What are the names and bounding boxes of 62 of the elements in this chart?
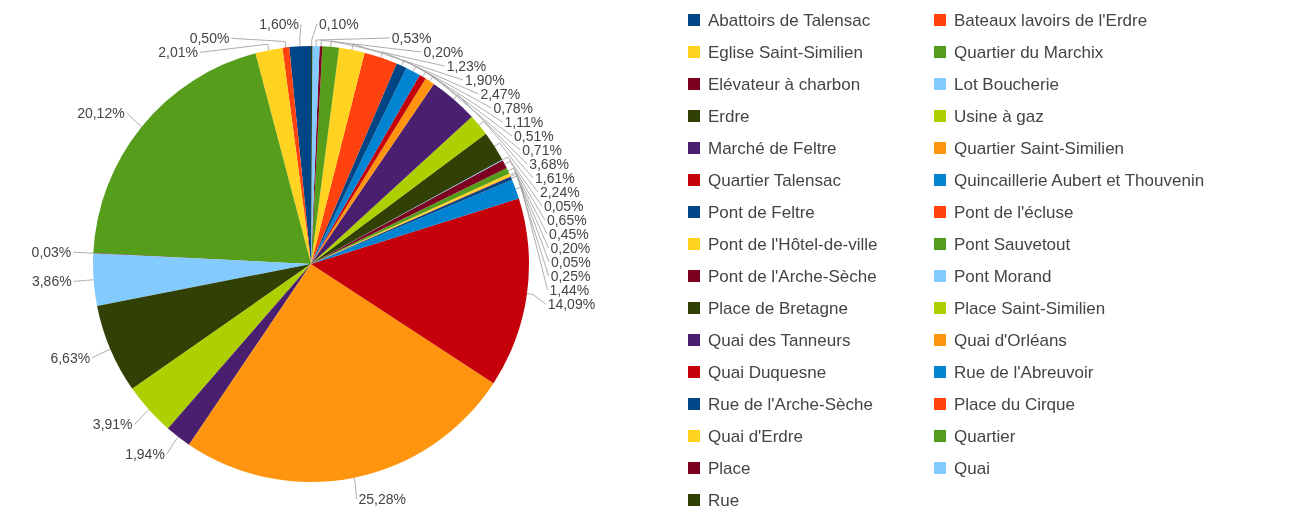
data-label: 6,63% [50,349,91,366]
legend-label: Place du Cirque [954,395,1075,414]
data-label: 1,11% [504,114,544,130]
data-label: 0,05% [543,198,584,214]
data-label: 0,10% [319,16,359,32]
data-label: 0,65% [546,212,587,228]
legend-label: Usine à gaz [954,107,1044,126]
legend-label: Rue de l'Abreuvoir [954,363,1094,382]
data-label: 0,71% [522,142,562,158]
data-label: 1,60% [259,16,299,33]
legend-label: Quai d'Erdre [708,427,803,446]
legend-label: Quai [954,459,990,478]
legend-label: Marché de Feltre [708,139,837,158]
data-label: 3,86% [31,273,72,290]
data-label: 2,01% [158,44,198,61]
data-label: 2,47% [480,86,521,102]
legend-label: Pont de l'Arche-Sèche [708,267,877,286]
data-label: 1,61% [535,170,575,186]
data-label: 20,12% [77,104,125,121]
legend-label: Erdre [708,107,750,126]
legend-label: Elévateur à charbon [708,75,861,94]
data-label: 3,68% [529,156,569,172]
data-label: 0,51% [514,128,554,144]
legend-label: Place [708,459,751,478]
legend-label: Quartier Saint-Similien [954,139,1125,158]
data-label: 3,91% [92,416,133,433]
legend-label: Rue [708,491,740,510]
legend-label: Eglise Saint-Similien [708,43,863,62]
data-label: 1,90% [465,72,505,88]
legend-label: Abattoirs de Talensac [708,11,871,30]
data-label: 14,09% [547,296,596,312]
legend-label: Lot Boucherie [954,75,1059,94]
data-label: 0,78% [493,100,534,116]
legend-label: Quartier Talensac [708,171,842,190]
data-label: 1,44% [549,282,590,298]
legend-label: Place de Bretagne [708,299,848,318]
data-label: 0,50% [189,30,230,47]
legend-label: Quai Duquesne [708,363,827,382]
data-label: 1,23% [446,58,487,74]
legend-label: Quai d'Orléans [954,331,1067,350]
legend-label: Quincaillerie Aubert et Thouvenin [954,171,1205,190]
data-label: 0,20% [423,44,464,60]
data-label: 1,94% [125,446,165,463]
data-label: 0,45% [549,226,589,242]
legend-label: Bateaux lavoirs de l'Erdre [954,11,1148,30]
data-label: 0,05% [550,254,591,270]
data-label: 0,03% [31,244,72,261]
legend-label: Rue de l'Arche-Sèche [708,395,873,414]
legend-label: Quai des Tanneurs [708,331,851,350]
data-label: 0,20% [550,240,591,256]
legend-label: Pont de Feltre [708,203,815,222]
data-label: 25,28% [358,491,406,508]
legend-label: Pont de l'écluse [954,203,1074,222]
legend-label: Pont de l'Hôtel-de-ville [708,235,878,254]
data-label: 0,53% [391,30,432,46]
legend-label: Place Saint-Similien [954,299,1106,318]
data-label: 2,24% [539,184,580,200]
legend-label: Pont Morand [954,267,1052,286]
legend-label: Quartier du Marchix [954,43,1104,62]
legend-label: Quartier [954,427,1016,446]
data-label: 0,25% [550,268,591,284]
legend-label: Pont Sauvetout [954,235,1071,254]
